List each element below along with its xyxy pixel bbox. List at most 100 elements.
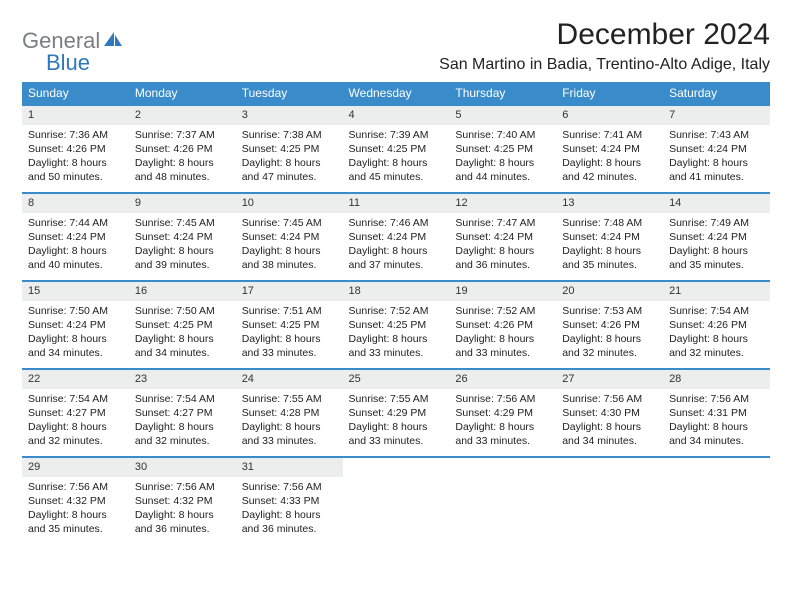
daylight-line: Daylight: 8 hours and 45 minutes.	[349, 156, 444, 184]
calendar-cell: 19Sunrise: 7:52 AMSunset: 4:26 PMDayligh…	[449, 281, 556, 369]
logo: General Blue	[22, 18, 124, 76]
sunset-line: Sunset: 4:24 PM	[669, 230, 764, 244]
calendar-cell: 18Sunrise: 7:52 AMSunset: 4:25 PMDayligh…	[343, 281, 450, 369]
sunrise-line: Sunrise: 7:45 AM	[242, 216, 337, 230]
day-number: 3	[236, 106, 343, 125]
sunrise-line: Sunrise: 7:41 AM	[562, 128, 657, 142]
calendar-cell: 25Sunrise: 7:55 AMSunset: 4:29 PMDayligh…	[343, 369, 450, 457]
day-body: Sunrise: 7:53 AMSunset: 4:26 PMDaylight:…	[556, 301, 663, 365]
daylight-line: Daylight: 8 hours and 36 minutes.	[455, 244, 550, 272]
month-title: December 2024	[439, 18, 770, 52]
weekday-header: Friday	[556, 82, 663, 105]
daylight-line: Daylight: 8 hours and 35 minutes.	[669, 244, 764, 272]
calendar-cell: 27Sunrise: 7:56 AMSunset: 4:30 PMDayligh…	[556, 369, 663, 457]
sunset-line: Sunset: 4:30 PM	[562, 406, 657, 420]
sunset-line: Sunset: 4:24 PM	[455, 230, 550, 244]
day-number: 13	[556, 194, 663, 213]
day-body: Sunrise: 7:52 AMSunset: 4:26 PMDaylight:…	[449, 301, 556, 365]
day-number: 10	[236, 194, 343, 213]
sunrise-line: Sunrise: 7:45 AM	[135, 216, 230, 230]
sunset-line: Sunset: 4:26 PM	[28, 142, 123, 156]
sunset-line: Sunset: 4:25 PM	[455, 142, 550, 156]
sunset-line: Sunset: 4:26 PM	[562, 318, 657, 332]
daylight-line: Daylight: 8 hours and 37 minutes.	[349, 244, 444, 272]
calendar-cell: 14Sunrise: 7:49 AMSunset: 4:24 PMDayligh…	[663, 193, 770, 281]
sunrise-line: Sunrise: 7:40 AM	[455, 128, 550, 142]
sunrise-line: Sunrise: 7:36 AM	[28, 128, 123, 142]
day-body: Sunrise: 7:51 AMSunset: 4:25 PMDaylight:…	[236, 301, 343, 365]
calendar-cell: 30Sunrise: 7:56 AMSunset: 4:32 PMDayligh…	[129, 457, 236, 545]
sunrise-line: Sunrise: 7:55 AM	[242, 392, 337, 406]
weekday-header: Wednesday	[343, 82, 450, 105]
daylight-line: Daylight: 8 hours and 48 minutes.	[135, 156, 230, 184]
day-body: Sunrise: 7:38 AMSunset: 4:25 PMDaylight:…	[236, 125, 343, 189]
day-number: 2	[129, 106, 236, 125]
calendar-row: 29Sunrise: 7:56 AMSunset: 4:32 PMDayligh…	[22, 457, 770, 545]
day-body: Sunrise: 7:54 AMSunset: 4:27 PMDaylight:…	[129, 389, 236, 453]
calendar-cell	[663, 457, 770, 545]
day-body: Sunrise: 7:36 AMSunset: 4:26 PMDaylight:…	[22, 125, 129, 189]
sunset-line: Sunset: 4:29 PM	[349, 406, 444, 420]
daylight-line: Daylight: 8 hours and 33 minutes.	[242, 420, 337, 448]
day-number: 9	[129, 194, 236, 213]
day-body: Sunrise: 7:45 AMSunset: 4:24 PMDaylight:…	[236, 213, 343, 277]
day-body: Sunrise: 7:50 AMSunset: 4:24 PMDaylight:…	[22, 301, 129, 365]
sunset-line: Sunset: 4:24 PM	[28, 318, 123, 332]
sunrise-line: Sunrise: 7:50 AM	[28, 304, 123, 318]
sunset-line: Sunset: 4:26 PM	[135, 142, 230, 156]
sunset-line: Sunset: 4:25 PM	[242, 318, 337, 332]
day-number: 17	[236, 282, 343, 301]
daylight-line: Daylight: 8 hours and 33 minutes.	[349, 420, 444, 448]
day-number: 27	[556, 370, 663, 389]
sunrise-line: Sunrise: 7:52 AM	[455, 304, 550, 318]
sunset-line: Sunset: 4:25 PM	[349, 142, 444, 156]
daylight-line: Daylight: 8 hours and 36 minutes.	[135, 508, 230, 536]
day-number: 11	[343, 194, 450, 213]
sunset-line: Sunset: 4:28 PM	[242, 406, 337, 420]
sunset-line: Sunset: 4:25 PM	[242, 142, 337, 156]
calendar-cell: 23Sunrise: 7:54 AMSunset: 4:27 PMDayligh…	[129, 369, 236, 457]
day-body: Sunrise: 7:48 AMSunset: 4:24 PMDaylight:…	[556, 213, 663, 277]
day-number: 6	[556, 106, 663, 125]
day-body: Sunrise: 7:55 AMSunset: 4:29 PMDaylight:…	[343, 389, 450, 453]
calendar-cell: 6Sunrise: 7:41 AMSunset: 4:24 PMDaylight…	[556, 105, 663, 193]
calendar-cell: 3Sunrise: 7:38 AMSunset: 4:25 PMDaylight…	[236, 105, 343, 193]
day-body: Sunrise: 7:52 AMSunset: 4:25 PMDaylight:…	[343, 301, 450, 365]
calendar-row: 15Sunrise: 7:50 AMSunset: 4:24 PMDayligh…	[22, 281, 770, 369]
sunrise-line: Sunrise: 7:52 AM	[349, 304, 444, 318]
daylight-line: Daylight: 8 hours and 34 minutes.	[28, 332, 123, 360]
calendar-cell: 28Sunrise: 7:56 AMSunset: 4:31 PMDayligh…	[663, 369, 770, 457]
sunrise-line: Sunrise: 7:46 AM	[349, 216, 444, 230]
daylight-line: Daylight: 8 hours and 35 minutes.	[28, 508, 123, 536]
calendar-cell: 4Sunrise: 7:39 AMSunset: 4:25 PMDaylight…	[343, 105, 450, 193]
sunset-line: Sunset: 4:24 PM	[135, 230, 230, 244]
calendar-cell: 13Sunrise: 7:48 AMSunset: 4:24 PMDayligh…	[556, 193, 663, 281]
day-number: 4	[343, 106, 450, 125]
sunset-line: Sunset: 4:24 PM	[562, 230, 657, 244]
daylight-line: Daylight: 8 hours and 39 minutes.	[135, 244, 230, 272]
sunset-line: Sunset: 4:25 PM	[349, 318, 444, 332]
calendar-cell: 20Sunrise: 7:53 AMSunset: 4:26 PMDayligh…	[556, 281, 663, 369]
calendar-cell: 5Sunrise: 7:40 AMSunset: 4:25 PMDaylight…	[449, 105, 556, 193]
weekday-header: Thursday	[449, 82, 556, 105]
calendar-cell: 17Sunrise: 7:51 AMSunset: 4:25 PMDayligh…	[236, 281, 343, 369]
sunset-line: Sunset: 4:24 PM	[242, 230, 337, 244]
day-body: Sunrise: 7:41 AMSunset: 4:24 PMDaylight:…	[556, 125, 663, 189]
day-body: Sunrise: 7:56 AMSunset: 4:32 PMDaylight:…	[22, 477, 129, 541]
sunset-line: Sunset: 4:26 PM	[669, 318, 764, 332]
daylight-line: Daylight: 8 hours and 33 minutes.	[349, 332, 444, 360]
daylight-line: Daylight: 8 hours and 33 minutes.	[242, 332, 337, 360]
calendar-cell	[556, 457, 663, 545]
calendar-cell: 1Sunrise: 7:36 AMSunset: 4:26 PMDaylight…	[22, 105, 129, 193]
day-number: 23	[129, 370, 236, 389]
calendar-body: 1Sunrise: 7:36 AMSunset: 4:26 PMDaylight…	[22, 105, 770, 545]
day-body: Sunrise: 7:46 AMSunset: 4:24 PMDaylight:…	[343, 213, 450, 277]
calendar-cell: 26Sunrise: 7:56 AMSunset: 4:29 PMDayligh…	[449, 369, 556, 457]
calendar-cell	[449, 457, 556, 545]
day-number: 28	[663, 370, 770, 389]
daylight-line: Daylight: 8 hours and 35 minutes.	[562, 244, 657, 272]
sunset-line: Sunset: 4:27 PM	[28, 406, 123, 420]
calendar-cell: 12Sunrise: 7:47 AMSunset: 4:24 PMDayligh…	[449, 193, 556, 281]
day-number: 15	[22, 282, 129, 301]
sunset-line: Sunset: 4:24 PM	[28, 230, 123, 244]
